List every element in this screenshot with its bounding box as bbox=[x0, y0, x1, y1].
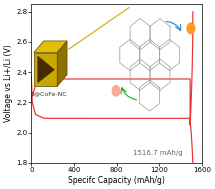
Text: S@CoFe-NC: S@CoFe-NC bbox=[31, 91, 68, 96]
Circle shape bbox=[112, 86, 120, 96]
Polygon shape bbox=[34, 53, 57, 86]
Polygon shape bbox=[34, 41, 67, 53]
Polygon shape bbox=[57, 41, 67, 86]
Y-axis label: Voltage vs Li+/Li (V): Voltage vs Li+/Li (V) bbox=[4, 45, 13, 122]
Polygon shape bbox=[38, 56, 55, 83]
X-axis label: Specifc Capacity (mAh/g): Specifc Capacity (mAh/g) bbox=[68, 176, 165, 185]
Circle shape bbox=[187, 23, 195, 34]
Text: 1516.7 mAh/g: 1516.7 mAh/g bbox=[133, 150, 182, 156]
